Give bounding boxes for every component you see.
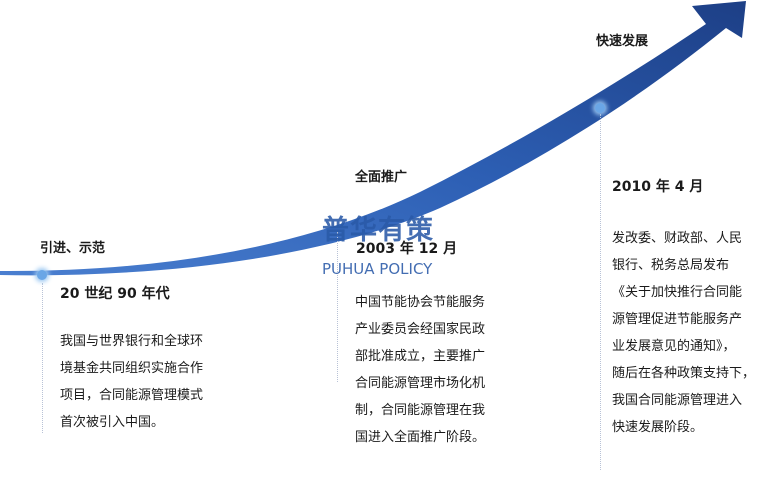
text-line: 源管理促进节能服务产 xyxy=(612,312,743,327)
stage-3-marker xyxy=(595,103,605,113)
text-line: 发改委、财政部、人民 xyxy=(612,231,743,246)
text-line: 中国节能协会节能服务 xyxy=(355,295,486,310)
stage-2-guide-line xyxy=(337,232,338,382)
stage-3-guide-line xyxy=(600,114,601,470)
text-line: 我国与世界银行和全球环 xyxy=(60,334,204,349)
stage-3-date: 2010 年 4 月 xyxy=(612,179,704,195)
stage-3-title: 快速发展 xyxy=(596,34,649,49)
text-line: 合同能源管理市场化机 xyxy=(355,376,486,391)
text-line: 国进入全面推广阶段。 xyxy=(355,430,486,445)
text-line: 境基金共同组织实施合作 xyxy=(60,361,204,376)
text-line: 《关于加快推行合同能 xyxy=(612,285,743,300)
stage-1-guide-line xyxy=(42,283,43,433)
watermark-cn: 普华有策 xyxy=(322,215,434,246)
watermark-en: PUHUA POLICY xyxy=(322,260,433,278)
text-line: 银行、税务总局发布 xyxy=(612,258,730,273)
stage-1-title: 引进、示范 xyxy=(40,241,106,256)
stage-1-description: 我国与世界银行和全球环 境基金共同组织实施合作 项目，合同能源管理模式 首次被引… xyxy=(60,328,203,436)
text-line: 快速发展阶段。 xyxy=(612,420,704,435)
text-line: 产业委员会经国家民政 xyxy=(355,322,486,337)
stage-1-marker xyxy=(37,270,47,280)
text-line: 项目，合同能源管理模式 xyxy=(60,388,204,403)
text-line: 首次被引入中国。 xyxy=(60,415,165,430)
stage-1-date: 20 世纪 90 年代 xyxy=(60,286,170,302)
text-line: 我国合同能源管理进入 xyxy=(612,393,743,408)
stage-2-date: 2003 年 12 月 xyxy=(356,241,458,257)
stage-3-description: 发改委、财政部、人民 银行、税务总局发布 《关于加快推行合同能 源管理促进节能服… xyxy=(612,225,755,441)
text-line: 随后在各种政策支持下， xyxy=(612,366,756,381)
arrow-shape xyxy=(0,1,746,276)
text-line: 部批准成立，主要推广 xyxy=(355,349,486,364)
text-line: 业发展意见的通知》， xyxy=(612,339,736,354)
watermark-logo: 普华有策 PUHUA POLICY xyxy=(322,215,434,279)
stage-2-description: 中国节能协会节能服务 产业委员会经国家民政 部批准成立，主要推广 合同能源管理市… xyxy=(355,289,485,451)
stage-2-title: 全面推广 xyxy=(355,170,408,185)
text-line: 制，合同能源管理在我 xyxy=(355,403,486,418)
